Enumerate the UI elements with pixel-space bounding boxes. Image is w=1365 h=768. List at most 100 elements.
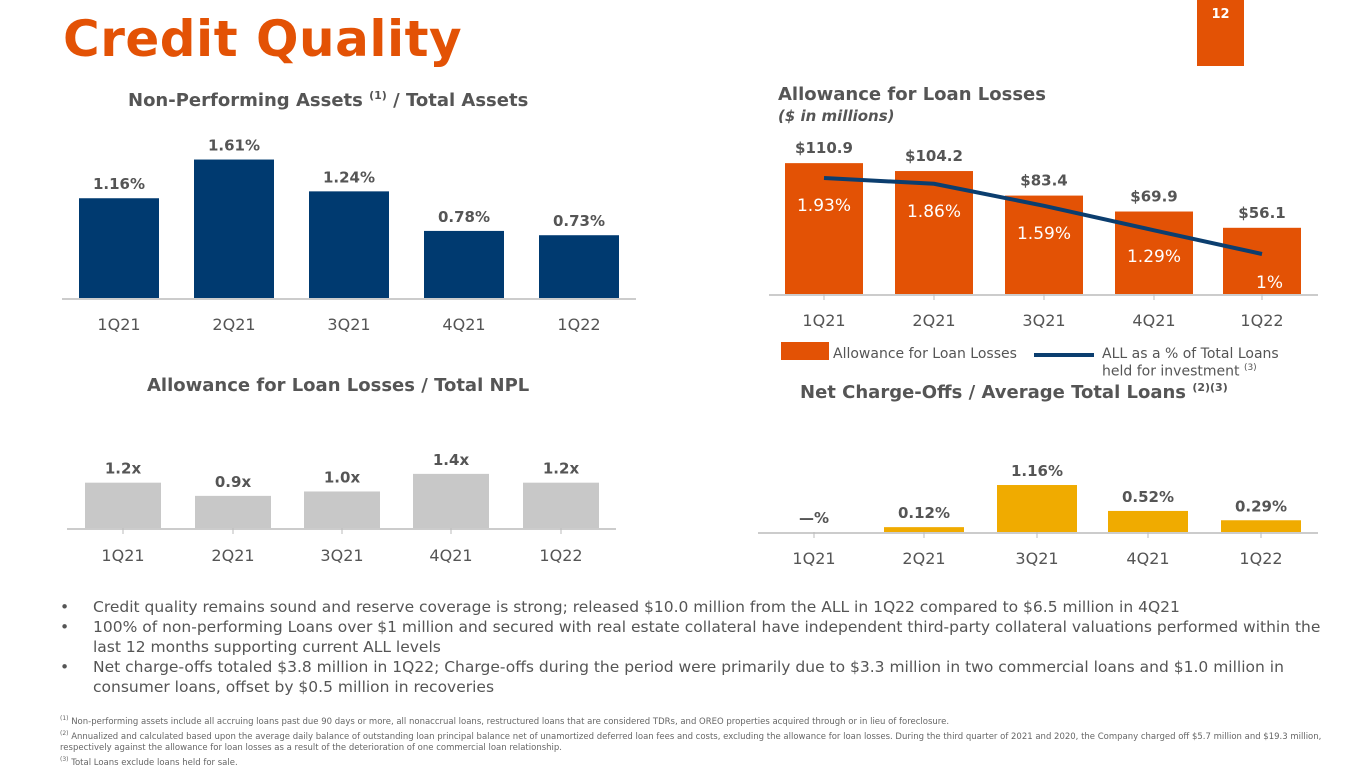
legend-line1: ALL as a % of Total Loans bbox=[1102, 346, 1279, 362]
footnote-mark: (3) bbox=[60, 755, 69, 763]
title-text: Non-Performing Assets bbox=[128, 90, 363, 111]
tick-label: 4Q21 bbox=[442, 315, 485, 334]
pct-label: 1.93% bbox=[797, 196, 851, 216]
tick-label: 1Q21 bbox=[802, 311, 845, 330]
footnotes: (1) Non-performing assets include all ac… bbox=[60, 713, 1340, 768]
bullet-item: • Credit quality remains sound and reserv… bbox=[60, 597, 1340, 617]
bar-3q21 bbox=[997, 485, 1077, 532]
footnote-text: Total Loans exclude loans held for sale. bbox=[71, 757, 238, 768]
tick-label: 1Q22 bbox=[1239, 549, 1282, 568]
legend-line-pct bbox=[1034, 353, 1094, 357]
data-label: 0.73% bbox=[553, 212, 605, 230]
footnote-text: Annualized and calculated based upon the… bbox=[60, 731, 1322, 753]
data-label: 1.61% bbox=[208, 137, 260, 155]
data-label: 1.2x bbox=[105, 460, 142, 478]
nco-chart-title: Net Charge-Offs / Average Total Loans (2… bbox=[800, 381, 1228, 403]
tick-label: 4Q21 bbox=[1126, 549, 1169, 568]
data-label: 1.24% bbox=[323, 168, 375, 186]
bar-1q22 bbox=[523, 482, 599, 528]
data-label: 1.0x bbox=[324, 468, 361, 486]
all-chart-subtitle: ($ in millions) bbox=[778, 107, 895, 125]
all-chart-title: Allowance for Loan Losses bbox=[778, 84, 1046, 105]
pct-label: 1.59% bbox=[1017, 224, 1071, 244]
footnote-mark: (2) bbox=[60, 729, 69, 737]
footnote-text: Non-performing assets include all accrui… bbox=[71, 716, 950, 727]
legend-sup: (3) bbox=[1243, 363, 1257, 373]
bullet-item: • Net charge-offs totaled $3.8 million in… bbox=[60, 657, 1340, 697]
footnote-mark: (1) bbox=[60, 715, 69, 722]
legend-label-allowance: Allowance for Loan Losses bbox=[833, 346, 1017, 362]
footnote: (2) Annualized and calculated based upon… bbox=[60, 728, 1340, 754]
data-label: 1.16% bbox=[1011, 462, 1063, 480]
page-title: Credit Quality bbox=[63, 10, 463, 68]
data-label: $104.2 bbox=[905, 147, 963, 165]
tick-label: 1Q22 bbox=[539, 546, 582, 565]
bullet-dot: • bbox=[60, 658, 70, 676]
footnote: (3) Total Loans exclude loans held for s… bbox=[60, 754, 1340, 768]
tick-label: 1Q21 bbox=[101, 546, 144, 565]
data-label: $83.4 bbox=[1020, 172, 1067, 190]
bar-2q21 bbox=[884, 527, 964, 532]
data-label: 1.4x bbox=[433, 451, 470, 469]
data-label: $69.9 bbox=[1130, 188, 1177, 206]
tick-label: 3Q21 bbox=[1015, 549, 1058, 568]
bullet-text: 100% of non-performing Loans over $1 mil… bbox=[93, 618, 1321, 656]
tick-label: 3Q21 bbox=[327, 315, 370, 334]
npl-chart-title: Allowance for Loan Losses / Total NPL bbox=[147, 375, 530, 396]
bullet-dot: • bbox=[60, 618, 70, 636]
bullet-text: Credit quality remains sound and reserve… bbox=[93, 598, 1180, 616]
bullet-item: • 100% of non-performing Loans over $1 mi… bbox=[60, 617, 1340, 657]
pct-label: 1% bbox=[1256, 273, 1283, 293]
tick-label: 3Q21 bbox=[320, 546, 363, 565]
data-label: $56.1 bbox=[1238, 204, 1285, 222]
npa-chart-title: Non-Performing Assets (1) / Total Assets bbox=[128, 89, 528, 111]
tick-label: 4Q21 bbox=[1132, 311, 1175, 330]
bar-1q22 bbox=[1223, 227, 1301, 294]
data-label: 0.52% bbox=[1122, 488, 1174, 506]
bar-2q21 bbox=[195, 495, 271, 528]
bar-3q21 bbox=[309, 191, 389, 298]
title-sup: (1) bbox=[369, 89, 387, 102]
tick-label: 3Q21 bbox=[1022, 311, 1065, 330]
bar-1q21 bbox=[785, 163, 863, 294]
tick-label: 1Q22 bbox=[1240, 311, 1283, 330]
bar-1q21 bbox=[85, 482, 161, 528]
footnote: (1) Non-performing assets include all ac… bbox=[60, 713, 1340, 728]
tick-label: 1Q22 bbox=[557, 315, 600, 334]
bullet-dot: • bbox=[60, 598, 70, 616]
tick-label: 4Q21 bbox=[429, 546, 472, 565]
bar-4q21 bbox=[413, 473, 489, 528]
bar-4q21 bbox=[424, 230, 504, 298]
data-label: 1.16% bbox=[93, 175, 145, 193]
tick-label: 1Q21 bbox=[97, 315, 140, 334]
tick-label: 2Q21 bbox=[211, 546, 254, 565]
data-label: 0.12% bbox=[898, 504, 950, 522]
data-label: —% bbox=[799, 509, 829, 527]
legend-line2: held for investment bbox=[1102, 363, 1240, 380]
data-label: 0.78% bbox=[438, 208, 490, 226]
data-label: 0.9x bbox=[215, 473, 252, 491]
bar-1q22 bbox=[539, 235, 619, 298]
bar-4q21 bbox=[1108, 510, 1188, 532]
pct-line bbox=[823, 176, 1263, 256]
bullet-list: • Credit quality remains sound and reserv… bbox=[60, 597, 1340, 697]
legend-label-pct: ALL as a % of Total Loans held for invest… bbox=[1102, 347, 1279, 379]
pct-label: 1.29% bbox=[1127, 247, 1181, 267]
bar-1q22 bbox=[1221, 520, 1301, 532]
pct-label: 1.86% bbox=[907, 202, 961, 222]
data-label: 1.2x bbox=[543, 460, 580, 478]
title-text: Net Charge-Offs / Average Total Loans bbox=[800, 382, 1187, 403]
data-label: $110.9 bbox=[795, 139, 853, 157]
title-sup: (2)(3) bbox=[1192, 381, 1228, 394]
bar-2q21 bbox=[895, 171, 973, 294]
bar-2q21 bbox=[194, 159, 274, 298]
title-suffix: / Total Assets bbox=[393, 90, 529, 111]
tick-label: 2Q21 bbox=[212, 315, 255, 334]
page-number: 12 bbox=[1197, 0, 1244, 66]
bullet-text: Net charge-offs totaled $3.8 million in … bbox=[93, 658, 1284, 696]
bar-1q21 bbox=[79, 198, 159, 298]
data-label: 0.29% bbox=[1235, 497, 1287, 515]
legend-swatch-allowance bbox=[781, 342, 829, 360]
tick-label: 2Q21 bbox=[912, 311, 955, 330]
